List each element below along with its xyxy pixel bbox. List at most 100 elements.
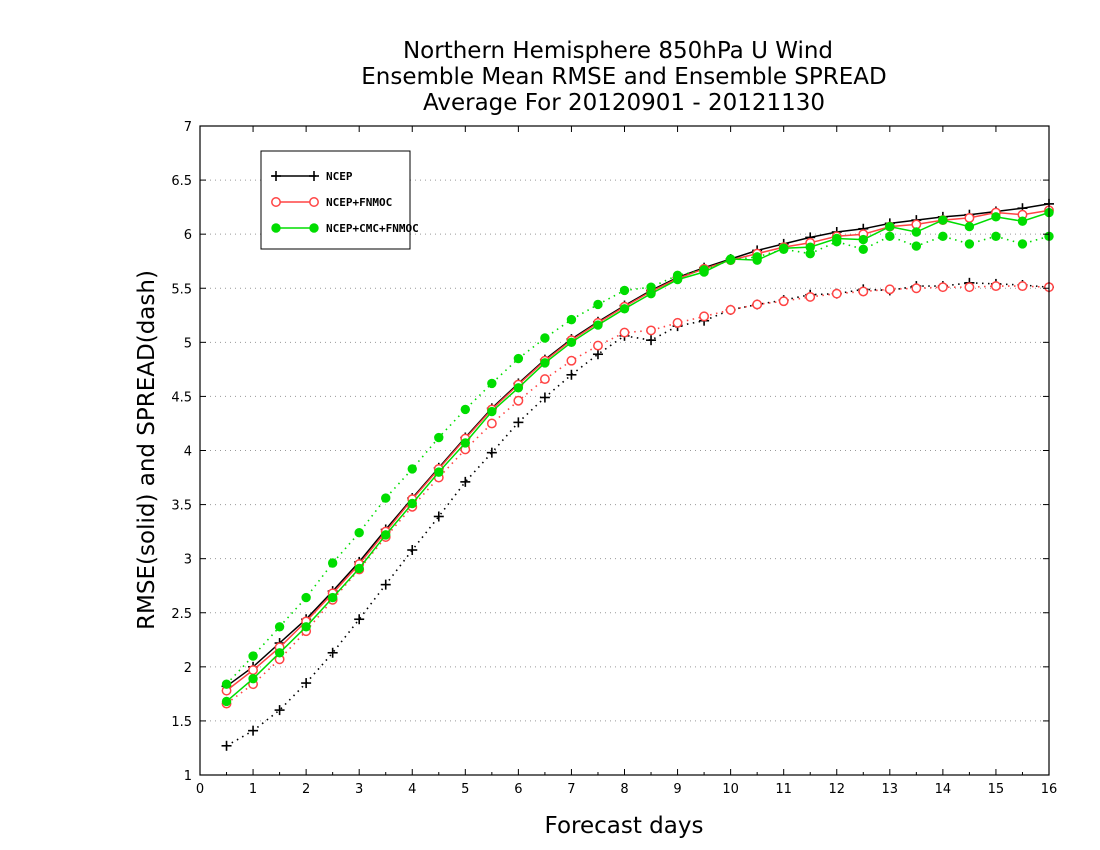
series-4-point-1	[248, 674, 258, 684]
legend-label-2: NCEP+CMC+FNMOC	[326, 222, 419, 235]
series-line-3	[226, 285, 1050, 705]
legend-box	[260, 150, 411, 250]
chart-title: Northern Hemisphere 850hPa U Wind Ensemb…	[361, 38, 886, 116]
series-5-point-0	[221, 679, 232, 689]
series-1-point-7	[407, 545, 418, 556]
series-4-point-0	[221, 696, 232, 707]
series-4-point-7	[407, 498, 417, 509]
legend-marker-right-2	[309, 223, 319, 233]
series-1-point-6	[380, 579, 391, 590]
series-0	[221, 198, 1054, 692]
x-tick-label-14: 14	[935, 782, 952, 797]
series-3-point-24	[858, 286, 869, 297]
series-3-point-25	[884, 284, 895, 295]
y-tick-label-11: 6.5	[171, 174, 192, 189]
x-tick-label-8: 8	[620, 782, 628, 797]
x-tick-label-10: 10	[722, 782, 739, 797]
legend-item-2: NCEP+CMC+FNMOC	[271, 222, 419, 235]
x-axis-label: Forecast days	[545, 813, 704, 839]
legend-marker-right-0	[309, 171, 319, 181]
x-tick-label-16: 16	[1041, 782, 1058, 797]
series-line-4	[226, 211, 1050, 702]
y-tick-label-4: 3	[184, 553, 192, 568]
series-4-point-4	[327, 592, 338, 603]
series-5-point-12	[540, 333, 550, 343]
series-3-point-10	[486, 418, 497, 429]
series-4-point-15	[619, 304, 630, 314]
series-5-point-22	[805, 248, 815, 259]
series-1-point-14	[592, 349, 603, 360]
series-4-point-10	[487, 406, 497, 417]
series-5-point-6	[381, 493, 391, 503]
series-3-point-20	[752, 299, 763, 310]
series-group	[221, 198, 1054, 751]
legend-marker-left-2	[271, 223, 281, 233]
series-4-point-3	[301, 622, 311, 632]
series-5-point-14	[593, 299, 603, 310]
series-4-point-6	[381, 530, 391, 540]
legend: NCEP NCEP+FNMOC NCEP+CMC+FNMOC	[260, 150, 419, 250]
series-3-point-16	[646, 325, 656, 336]
series-5-point-19	[725, 255, 736, 265]
series-3-point-26	[911, 283, 922, 294]
legend-label-0: NCEP	[326, 170, 353, 183]
series-2-point-1	[248, 665, 259, 676]
series-5-point-15	[619, 285, 630, 296]
series-1	[221, 277, 1054, 751]
legend-marker-right-1	[309, 197, 319, 207]
series-5-point-11	[513, 353, 524, 364]
y-tick-label-10: 6	[184, 228, 192, 243]
series-4-point-8	[434, 467, 444, 477]
series-3-point-21	[778, 296, 789, 307]
series-5-point-9	[460, 404, 471, 415]
series-3-point-29	[990, 281, 1001, 292]
axis-ticks	[199, 125, 1050, 776]
legend-label-1: NCEP+FNMOC	[326, 196, 392, 209]
title-line-3: Average For 20120901 - 20121130	[423, 90, 825, 116]
series-3-point-27	[937, 282, 948, 293]
y-tick-label-9: 5.5	[171, 282, 192, 297]
x-tick-labels: 0 1 2 3 4 5 6 7 8 9 10 11 12 13 14 15 16	[196, 782, 1057, 797]
title-line-2: Ensemble Mean RMSE and Ensemble SPREAD	[361, 64, 886, 90]
series-5-point-3	[301, 592, 311, 603]
series-4-point-26	[911, 227, 922, 237]
series-5-point-10	[487, 378, 497, 389]
series-4-point-14	[593, 320, 603, 330]
title-line-1: Northern Hemisphere 850hPa U Wind	[403, 38, 833, 64]
series-3-point-23	[831, 288, 842, 299]
series-3-point-28	[964, 282, 975, 293]
series-1-point-5	[354, 614, 365, 625]
series-1-point-13	[566, 369, 577, 380]
series-5-point-20	[752, 252, 762, 262]
series-3-point-18	[699, 311, 710, 322]
series-1-point-2	[274, 705, 285, 716]
gridlines	[200, 179, 1049, 722]
series-3-point-11	[513, 395, 524, 406]
series-4-point-24	[858, 234, 868, 245]
series-5-point-24	[858, 244, 868, 255]
series-5-point-28	[964, 239, 975, 249]
series-4-point-12	[540, 358, 550, 368]
series-5-point-21	[778, 244, 789, 255]
y-tick-label-2: 2	[184, 661, 192, 676]
series-4-point-29	[991, 212, 1001, 222]
x-tick-label-6: 6	[514, 782, 522, 797]
y-tick-label-0: 1	[184, 769, 192, 784]
x-tick-label-1: 1	[249, 782, 257, 797]
series-3-point-14	[593, 340, 603, 351]
series-1-point-12	[539, 392, 550, 403]
y-tick-label-12: 7	[184, 120, 192, 135]
series-5-point-26	[911, 241, 922, 251]
series-1-point-16	[646, 335, 657, 346]
series-4-point-30	[1017, 216, 1028, 226]
series-1-point-9	[460, 476, 471, 487]
series-5-point-25	[885, 231, 895, 242]
series-1-point-1	[248, 725, 259, 736]
series-1-point-3	[301, 678, 312, 689]
x-tick-label-13: 13	[882, 782, 899, 797]
series-4-point-25	[885, 221, 895, 232]
series-3-point-22	[805, 291, 816, 302]
series-3-point-19	[725, 304, 736, 315]
x-tick-label-2: 2	[302, 782, 310, 797]
series-5-point-30	[1017, 239, 1028, 249]
